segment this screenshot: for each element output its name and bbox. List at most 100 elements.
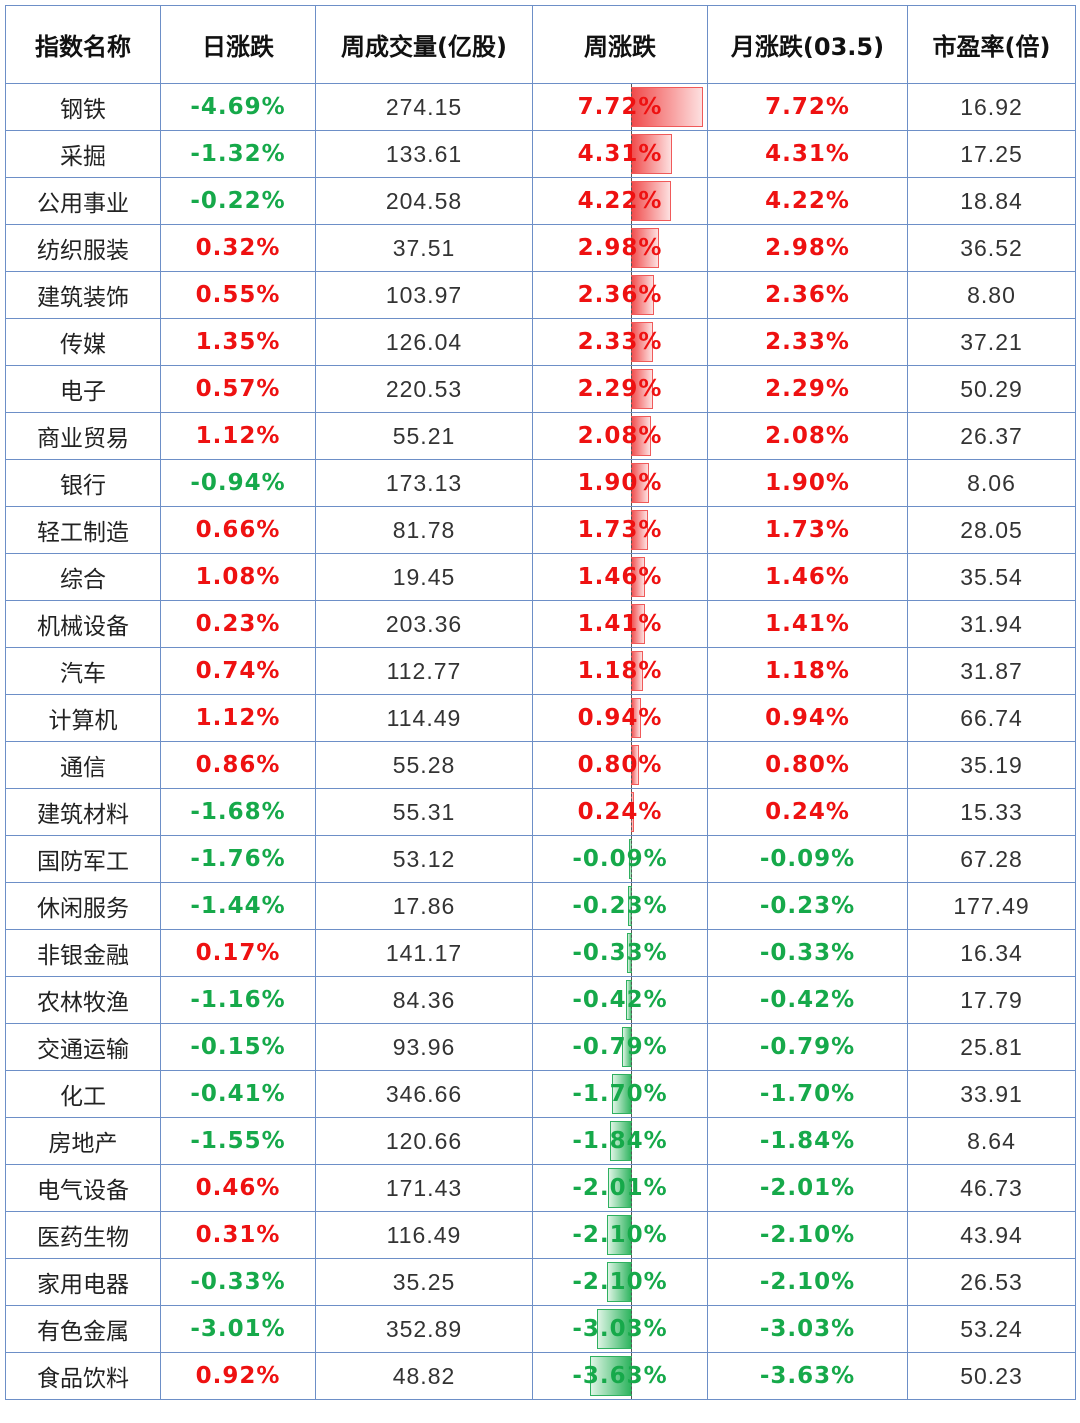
monthly-change-cell: 1.90% [707,459,908,507]
weekly-change-value: -1.84% [572,1128,668,1154]
weekly-change-cell: 4.22% [532,177,708,225]
index-name-cell: 食品饮料 [5,1352,161,1400]
monthly-change-cell: 4.31% [707,130,908,178]
table-row: 农林牧渔 -1.16% 84.36 -0.42% -0.42% 17.79 [5,976,1076,1024]
zero-axis-line [631,1259,632,1305]
index-name-cell: 电子 [5,365,161,413]
daily-change-cell: 0.57% [160,365,316,413]
zero-axis-line [631,648,632,694]
monthly-change-cell: 1.46% [707,553,908,601]
zero-axis-line [631,1165,632,1211]
pe-ratio-cell: 37.21 [907,318,1076,366]
daily-change-cell: 0.17% [160,929,316,977]
weekly-change-value: 0.80% [577,752,663,778]
monthly-change-cell: 1.18% [707,647,908,695]
weekly-change-value: 1.18% [577,658,663,684]
daily-change-cell: -0.22% [160,177,316,225]
index-name-cell: 机械设备 [5,600,161,648]
monthly-change-cell: 7.72% [707,83,908,131]
pe-ratio-cell: 177.49 [907,882,1076,930]
weekly-change-bar [607,1262,632,1302]
monthly-change-cell: 4.22% [707,177,908,225]
monthly-change-cell: -2.01% [707,1164,908,1212]
monthly-change-cell: 0.80% [707,741,908,789]
pe-ratio-cell: 8.80 [907,271,1076,319]
table-row: 电子 0.57% 220.53 2.29% 2.29% 50.29 [5,365,1076,413]
zero-axis-line [631,1024,632,1070]
weekly-change-bar [631,369,654,409]
pe-ratio-cell: 17.79 [907,976,1076,1024]
weekly-volume-cell: 116.49 [315,1211,533,1259]
index-name-cell: 建筑材料 [5,788,161,836]
weekly-volume-cell: 93.96 [315,1023,533,1071]
weekly-change-value: 4.31% [577,141,663,167]
weekly-volume-cell: 133.61 [315,130,533,178]
weekly-change-cell: 1.18% [532,647,708,695]
monthly-change-cell: 2.33% [707,318,908,366]
weekly-change-value: 1.41% [577,611,663,637]
table-row: 纺织服装 0.32% 37.51 2.98% 2.98% 36.52 [5,224,1076,272]
weekly-change-bar [608,1168,632,1208]
pe-ratio-cell: 28.05 [907,506,1076,554]
daily-change-cell: -3.01% [160,1305,316,1353]
index-name-cell: 有色金属 [5,1305,161,1353]
weekly-change-cell: 1.90% [532,459,708,507]
weekly-volume-cell: 84.36 [315,976,533,1024]
index-name-cell: 轻工制造 [5,506,161,554]
pe-ratio-cell: 35.19 [907,741,1076,789]
weekly-change-cell: 2.08% [532,412,708,460]
index-name-cell: 传媒 [5,318,161,366]
weekly-volume-cell: 171.43 [315,1164,533,1212]
daily-change-cell: -1.16% [160,976,316,1024]
zero-axis-line [631,930,632,976]
weekly-volume-cell: 35.25 [315,1258,533,1306]
monthly-change-cell: -0.42% [707,976,908,1024]
monthly-change-cell: 1.73% [707,506,908,554]
monthly-change-cell: -0.23% [707,882,908,930]
daily-change-cell: -0.94% [160,459,316,507]
weekly-change-bar [631,510,648,550]
weekly-change-bar [589,1356,632,1396]
index-name-cell: 医药生物 [5,1211,161,1259]
index-name-cell: 国防军工 [5,835,161,883]
index-name-cell: 综合 [5,553,161,601]
weekly-change-bar [611,1074,632,1114]
weekly-change-cell: 7.72% [532,83,708,131]
index-name-cell: 汽车 [5,647,161,695]
weekly-change-value: -2.01% [572,1175,668,1201]
weekly-change-value: -1.70% [572,1081,668,1107]
index-name-cell: 非银金融 [5,929,161,977]
pe-ratio-cell: 33.91 [907,1070,1076,1118]
weekly-volume-cell: 48.82 [315,1352,533,1400]
daily-change-cell: -0.33% [160,1258,316,1306]
monthly-change-cell: -3.63% [707,1352,908,1400]
weekly-change-bar [631,463,650,503]
pe-ratio-cell: 25.81 [907,1023,1076,1071]
zero-axis-line [631,1118,632,1164]
weekly-change-value: -0.79% [572,1034,668,1060]
weekly-change-cell: 4.31% [532,130,708,178]
weekly-change-bar [610,1121,632,1161]
weekly-volume-cell: 103.97 [315,271,533,319]
daily-change-cell: 0.55% [160,271,316,319]
weekly-change-value: 1.46% [577,564,663,590]
daily-change-cell: -0.15% [160,1023,316,1071]
monthly-change-cell: 0.94% [707,694,908,742]
weekly-change-cell: 1.41% [532,600,708,648]
weekly-change-cell: -2.10% [532,1258,708,1306]
weekly-change-value: 1.73% [577,517,663,543]
index-name-cell: 房地产 [5,1117,161,1165]
table-row: 国防军工 -1.76% 53.12 -0.09% -0.09% 67.28 [5,835,1076,883]
monthly-change-cell: -1.70% [707,1070,908,1118]
index-name-cell: 化工 [5,1070,161,1118]
zero-axis-line [631,695,632,741]
weekly-change-bar [631,275,654,315]
weekly-change-cell: 1.46% [532,553,708,601]
daily-change-cell: -1.32% [160,130,316,178]
pe-ratio-cell: 50.23 [907,1352,1076,1400]
weekly-change-cell: -3.03% [532,1305,708,1353]
table-row: 电气设备 0.46% 171.43 -2.01% -2.01% 46.73 [5,1164,1076,1212]
header-weekly-volume: 周成交量(亿股) [315,5,533,84]
weekly-volume-cell: 55.28 [315,741,533,789]
weekly-volume-cell: 220.53 [315,365,533,413]
